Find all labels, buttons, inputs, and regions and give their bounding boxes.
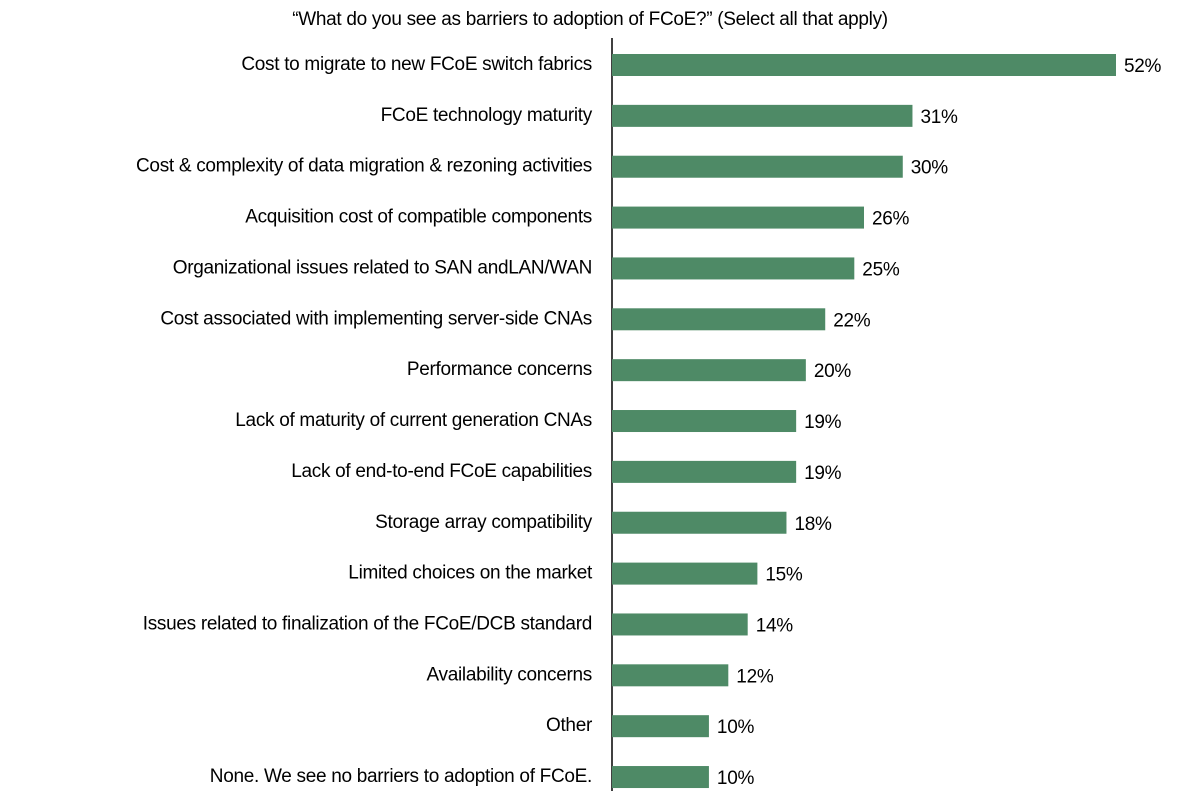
bar [612, 766, 709, 789]
bar [612, 155, 903, 178]
category-label: Availability concerns [427, 664, 593, 685]
bar [612, 410, 797, 433]
bar [612, 715, 709, 738]
value-label: 19% [804, 412, 842, 433]
category-label: Performance concerns [407, 359, 592, 380]
category-label: Acquisition cost of compatible component… [245, 207, 592, 228]
value-label: 31% [920, 107, 958, 128]
category-label: Organizational issues related to SAN and… [173, 257, 592, 278]
value-label: 18% [794, 514, 832, 535]
category-label: Storage array compatibility [375, 512, 593, 533]
bar [612, 308, 826, 331]
value-label: 19% [804, 463, 842, 484]
value-label: 30% [911, 158, 949, 179]
category-label: Lack of maturity of current generation C… [235, 410, 592, 431]
category-label: FCoE technology maturity [381, 105, 593, 126]
value-label: 25% [862, 259, 900, 280]
bar [612, 104, 913, 127]
value-label: 10% [717, 717, 755, 738]
bar [612, 613, 748, 636]
value-label: 26% [872, 209, 910, 230]
value-label: 12% [736, 666, 774, 687]
category-label: Other [546, 715, 593, 736]
value-label: 52% [1124, 56, 1162, 77]
bar [612, 664, 729, 687]
bar [612, 511, 787, 534]
value-label: 22% [833, 310, 871, 331]
value-label: 20% [814, 361, 852, 382]
chart-title: “What do you see as barriers to adoption… [292, 9, 888, 30]
category-label: Cost to migrate to new FCoE switch fabri… [241, 54, 592, 75]
category-label: Lack of end-to-end FCoE capabilities [291, 461, 592, 482]
value-label: 15% [765, 565, 803, 586]
category-label: Limited choices on the market [348, 563, 593, 584]
bar [612, 460, 797, 483]
category-label: Issues related to finalization of the FC… [143, 613, 592, 634]
category-label: Cost & complexity of data migration & re… [136, 156, 592, 177]
value-label: 10% [717, 768, 755, 789]
value-label: 14% [756, 615, 794, 636]
bar [612, 206, 864, 229]
bar [612, 257, 855, 280]
bar [612, 562, 758, 585]
bar [612, 359, 806, 382]
bar [612, 54, 1116, 76]
category-label: Cost associated with implementing server… [160, 308, 592, 329]
category-label: None. We see no barriers to adoption of … [210, 766, 592, 787]
